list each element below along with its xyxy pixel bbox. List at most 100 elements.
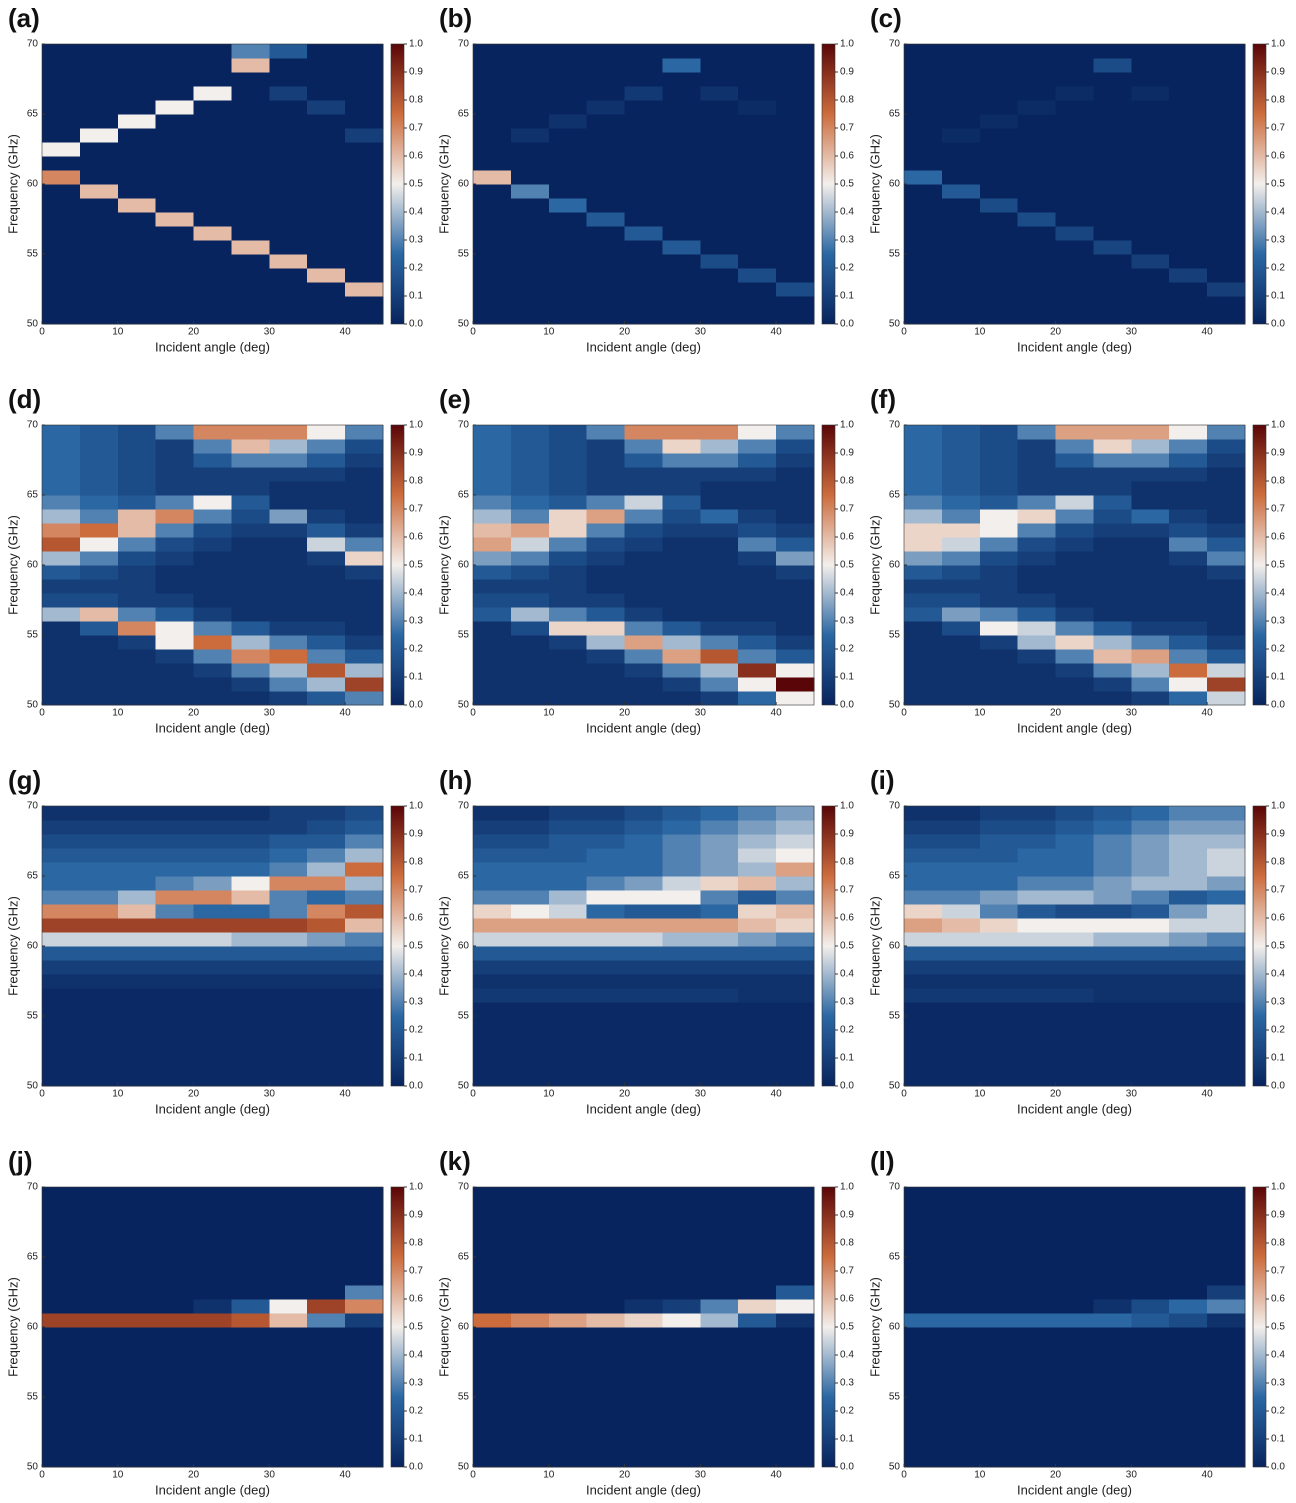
heatmap-cell — [80, 635, 118, 650]
heatmap-cell — [904, 142, 942, 157]
y-tick-label: 70 — [458, 801, 470, 812]
heatmap-cell — [156, 960, 194, 975]
heatmap-cell — [776, 1002, 814, 1017]
heatmap-cell — [80, 523, 118, 538]
heatmap-cell — [473, 1044, 511, 1059]
heatmap-cell — [80, 1044, 118, 1059]
heatmap-cell — [625, 156, 663, 171]
heatmap-cell — [511, 621, 549, 636]
heatmap-cell — [1093, 1383, 1131, 1398]
heatmap-cell — [345, 677, 383, 692]
colorbar-tick-label: 0.0 — [409, 319, 423, 330]
heatmap-cell — [194, 1397, 232, 1412]
heatmap-cell — [307, 834, 345, 849]
y-tick-label: 65 — [27, 1252, 39, 1263]
heatmap-cell — [118, 1425, 156, 1440]
y-tick-label: 60 — [27, 560, 39, 571]
heatmap-cell — [42, 184, 80, 199]
colorbar-tick-label: 0.5 — [1271, 941, 1285, 952]
heatmap-cell — [1207, 579, 1245, 594]
heatmap-cell — [194, 1016, 232, 1031]
heatmap-cell — [1056, 1271, 1094, 1286]
heatmap-cell — [1169, 439, 1207, 454]
heatmap-cell — [700, 156, 738, 171]
heatmap-cell — [473, 876, 511, 891]
heatmap-cell — [549, 876, 587, 891]
heatmap-cell — [42, 834, 80, 849]
heatmap-cell — [42, 114, 80, 129]
heatmap-cell — [118, 100, 156, 115]
heatmap-cell — [118, 1313, 156, 1328]
heatmap-cell — [307, 156, 345, 171]
heatmap-cell — [738, 1369, 776, 1384]
heatmap-cell — [473, 453, 511, 468]
heatmap-cell — [662, 425, 700, 440]
heatmap-cell — [587, 1383, 625, 1398]
heatmap-cell — [473, 198, 511, 213]
colorbar-tick-label: 0.4 — [1271, 969, 1285, 980]
heatmap-cell — [662, 1383, 700, 1398]
heatmap-cell — [42, 1411, 80, 1426]
heatmap-cell — [473, 268, 511, 283]
colorbar-tick-label: 0.3 — [1271, 1378, 1285, 1389]
heatmap-cell — [473, 1299, 511, 1314]
heatmap-cell — [156, 453, 194, 468]
colorbar-tick-label: 1.0 — [409, 420, 423, 431]
heatmap-cell — [307, 1299, 345, 1314]
heatmap-cell — [156, 1257, 194, 1272]
colorbar-tick-label: 0.3 — [840, 1378, 854, 1389]
heatmap-cell — [1093, 677, 1131, 692]
heatmap-cell — [231, 1257, 269, 1272]
heatmap-cell — [1131, 551, 1169, 566]
heatmap-cell — [1056, 579, 1094, 594]
heatmap-cell — [625, 453, 663, 468]
heatmap-cell — [738, 1187, 776, 1202]
heatmap-cell — [1093, 1016, 1131, 1031]
heatmap-cell — [194, 834, 232, 849]
heatmap-cell — [118, 932, 156, 947]
heatmap-cell — [738, 862, 776, 877]
heatmap-cell — [904, 254, 942, 269]
heatmap-cell — [345, 100, 383, 115]
heatmap-cell — [662, 1285, 700, 1300]
heatmap-cell — [904, 240, 942, 255]
heatmap-cell — [42, 156, 80, 171]
heatmap-cell — [776, 806, 814, 821]
y-axis-label: Frequency (GHz) — [436, 134, 451, 234]
heatmap-cell — [80, 72, 118, 87]
colorbar-tick-label: 0.5 — [1271, 1322, 1285, 1333]
heatmap-cell — [904, 1229, 942, 1244]
heatmap-cell — [1169, 551, 1207, 566]
colorbar-tick-label: 0.4 — [409, 1350, 423, 1361]
heatmap-cell — [700, 1257, 738, 1272]
heatmap-cell — [587, 467, 625, 482]
heatmap-cell — [1169, 1072, 1207, 1087]
heatmap-cell — [231, 635, 269, 650]
heatmap-cell — [511, 72, 549, 87]
heatmap-cell — [700, 1215, 738, 1230]
heatmap-cell — [156, 876, 194, 891]
heatmap-cell — [549, 1016, 587, 1031]
heatmap-cell — [625, 1072, 663, 1087]
heatmap-cell — [156, 677, 194, 692]
colorbar-tick-label: 0.3 — [840, 235, 854, 246]
heatmap-cell — [231, 663, 269, 678]
heatmap-cell — [1093, 960, 1131, 975]
x-tick-label: 10 — [974, 327, 986, 338]
heatmap-cell — [118, 691, 156, 706]
heatmap-cell — [1093, 156, 1131, 171]
heatmap-cell — [738, 848, 776, 863]
heatmap-cell — [980, 551, 1018, 566]
y-tick-label: 60 — [458, 560, 470, 571]
heatmap-cell — [511, 988, 549, 1003]
heatmap-cell — [1056, 509, 1094, 524]
heatmap-cell — [473, 425, 511, 440]
heatmap-cell — [194, 240, 232, 255]
heatmap-cell — [662, 1229, 700, 1244]
heatmap-cell — [904, 1016, 942, 1031]
colorbar-tick-label: 0.5 — [840, 941, 854, 952]
heatmap-cell — [1056, 1030, 1094, 1045]
heatmap-cell — [307, 1187, 345, 1202]
heatmap-cell — [156, 268, 194, 283]
